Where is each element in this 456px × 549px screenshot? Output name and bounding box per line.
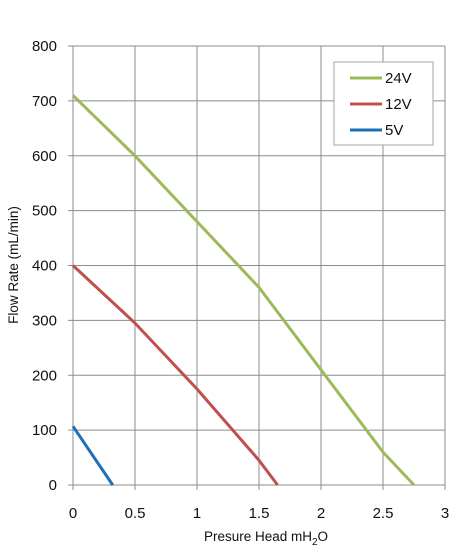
legend-label-24v: 24V (385, 70, 412, 87)
series-lines (71, 94, 416, 487)
y-tick-label: 500 (32, 203, 57, 220)
x-tick-label: 1 (193, 505, 201, 522)
legend: 24V 12V 5V (333, 61, 434, 146)
x-tick-label: 2.5 (373, 505, 394, 522)
y-tick-label: 200 (32, 367, 57, 384)
legend-box (333, 61, 434, 146)
x-axis-title-tail: O (318, 529, 329, 544)
y-tick-label: 700 (32, 93, 57, 110)
x-axis-title-main: Presure Head mH (204, 529, 312, 544)
x-tick-label: 3 (441, 505, 449, 522)
y-tick-label: 300 (32, 312, 57, 329)
x-tick-labels: 0 0.5 1 1.5 2 2.5 3 (69, 505, 449, 522)
x-axis-title-subscript: 2 (312, 537, 318, 548)
series-line-24v (71, 94, 416, 487)
y-tick-label: 600 (32, 148, 57, 165)
series-line-5v (71, 425, 114, 486)
y-tick-label: 800 (32, 38, 57, 55)
x-tick-label: 0.5 (125, 505, 146, 522)
x-axis-title: Presure Head mH2O (204, 529, 328, 548)
x-tick-label: 0 (69, 505, 77, 522)
y-tick-label: 0 (49, 477, 57, 494)
series-line-12v (71, 264, 279, 486)
y-axis-title: Flow Rate (mL/min) (6, 206, 21, 324)
legend-label-12v: 12V (385, 96, 412, 113)
x-tick-label: 1.5 (249, 505, 270, 522)
x-tick-label: 2 (317, 505, 325, 522)
y-tick-label: 400 (32, 258, 57, 275)
y-tick-labels: 0 100 200 300 400 500 600 700 800 (32, 38, 57, 494)
y-tick-label: 100 (32, 422, 57, 439)
legend-label-5v: 5V (385, 122, 403, 139)
